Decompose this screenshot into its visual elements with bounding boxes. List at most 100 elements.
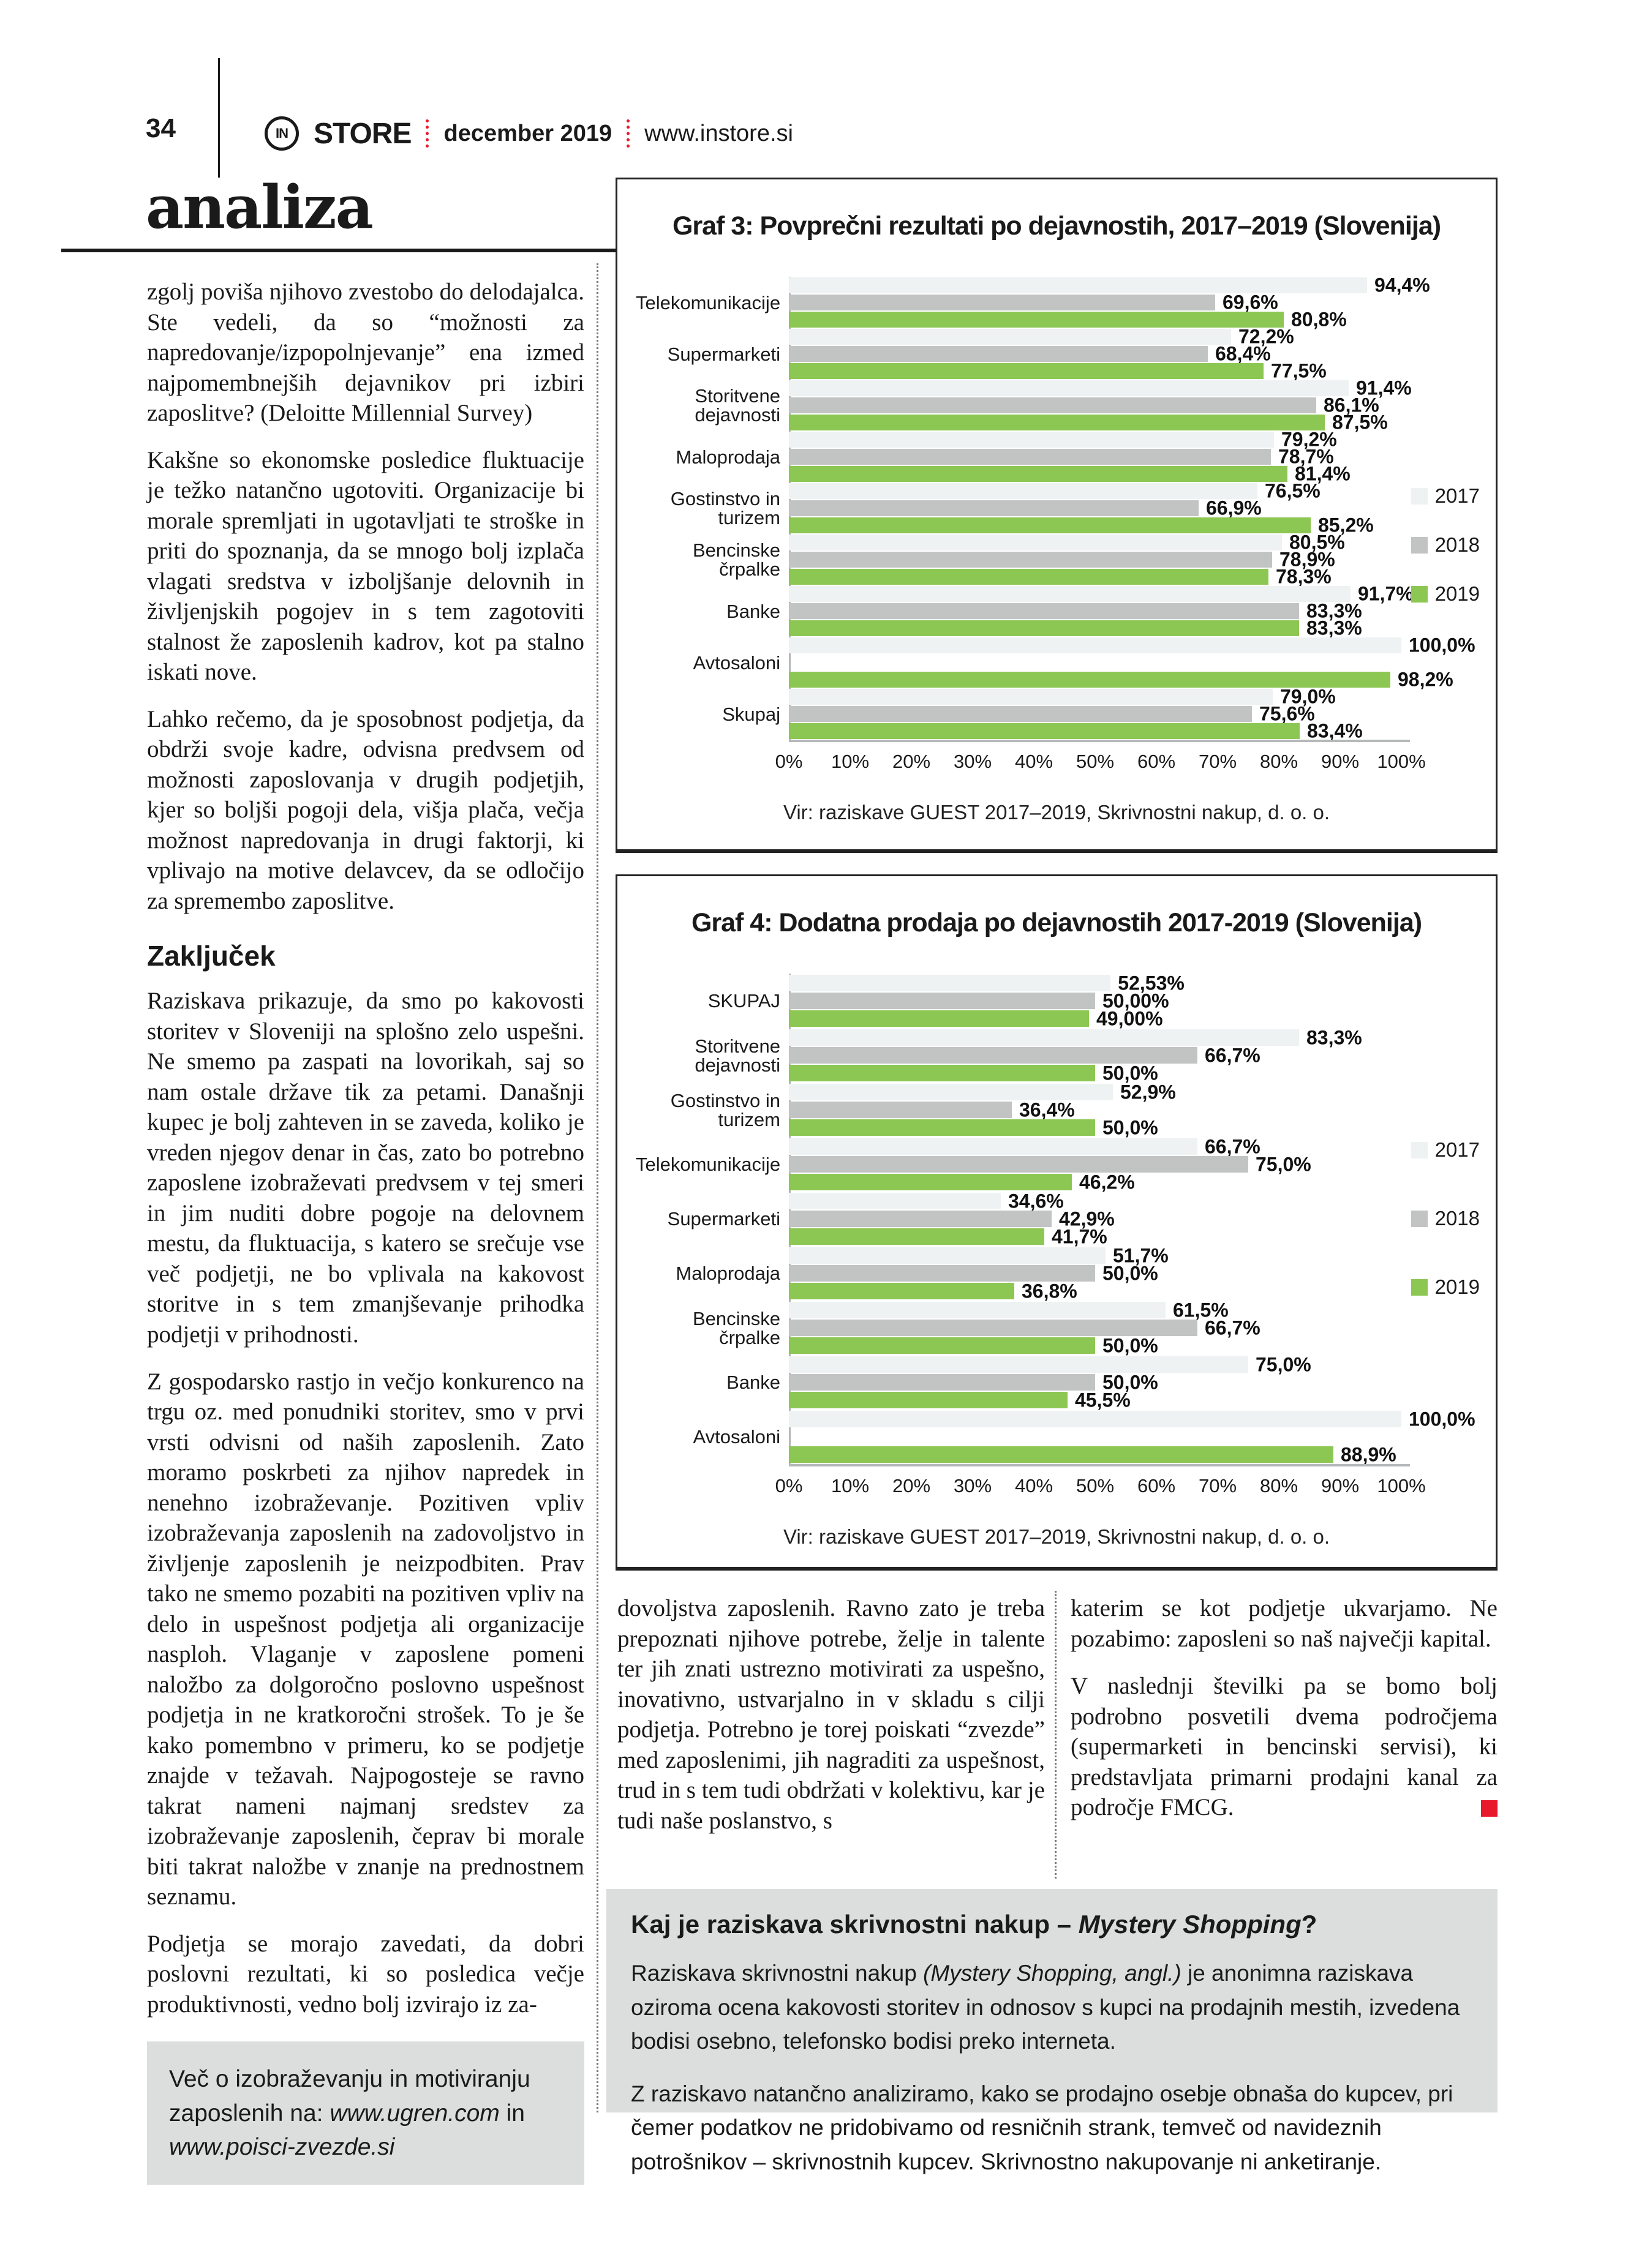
bar-2019: 83,4% — [789, 720, 1363, 742]
chart-row: SKUPAJ 52,53% 50,00% 49,00% — [636, 972, 1477, 1029]
value-label: 94,4% — [1374, 274, 1430, 296]
value-label: 83,3% — [1306, 617, 1362, 639]
value-label: 42,9% — [1059, 1207, 1115, 1230]
chart-row: Bencinske črpalke 61,5% 66,7% 50,0% — [636, 1299, 1477, 1356]
category-label: Maloprodaja — [676, 446, 780, 468]
bar-2018: 83,3% — [789, 600, 1362, 622]
value-label: 75,0% — [1256, 1353, 1311, 1375]
text-run: in — [499, 2100, 525, 2127]
bar-2017: 34,6% — [789, 1190, 1064, 1212]
bar-2017: 91,4% — [789, 377, 1412, 399]
bar-group: 91,7% 83,3% 83,3% — [789, 583, 1414, 639]
chart-plot-area: Telekomunikacije 94,4% 69,6% 80,8% Supermark… — [636, 274, 1477, 742]
category-label: Storitvene dejavnosti — [695, 1035, 780, 1076]
legend-label: 2019 — [1434, 582, 1480, 605]
text-run: www.ugren.com — [330, 2100, 500, 2127]
chart-legend: 2017 2018 2019 — [1411, 484, 1480, 606]
chart-row: Storitvene dejavnosti 91,4% 86,1% 87,5% — [636, 377, 1477, 434]
bar-2019: 46,2% — [789, 1171, 1135, 1193]
value-label: 81,4% — [1295, 462, 1351, 485]
chart-row: Gostinstvo in turizem 52,9% 36,4% 50,0% — [636, 1081, 1477, 1138]
x-tick-label: 80% — [1259, 1475, 1298, 1496]
x-tick-label: 40% — [1014, 1475, 1053, 1496]
bar-2017: 80,5% — [789, 531, 1345, 554]
paragraph: Kakšne so ekonomske posledice fluktuacij… — [147, 446, 584, 686]
x-tick-label: 90% — [1321, 1475, 1360, 1496]
legend-label: 2019 — [1434, 1275, 1480, 1298]
bar-group: 80,5% 78,9% 78,3% — [789, 531, 1401, 588]
text-run: Kaj je raziskava skrivnostni nakup – — [631, 1910, 1079, 1939]
value-label: 86,1% — [1324, 394, 1379, 416]
text-run: Več o izobraževanju in motiviranju zapos… — [169, 2066, 530, 2127]
bar-2018: 66,9% — [789, 497, 1262, 519]
x-tick-label: 60% — [1137, 1475, 1176, 1496]
mystery-box-title: Kaj je raziskava skrivnostni nakup – Mys… — [631, 1910, 1473, 1939]
value-label: 66,7% — [1205, 1044, 1260, 1066]
value-label: 68,4% — [1215, 342, 1271, 365]
text-run: je anonimna raziskava oziroma ocena kako… — [631, 1961, 1460, 2054]
instore-logo-icon: IN — [265, 116, 299, 151]
category-label: Bencinske črpalke — [692, 1307, 780, 1348]
x-tick-label: 100% — [1377, 1475, 1426, 1496]
bar-2018: 78,7% — [789, 446, 1334, 468]
x-tick-label: 10% — [831, 751, 870, 772]
category-label: Supermarketi — [667, 343, 780, 365]
bar-2018: 69,6% — [789, 291, 1278, 314]
category-label: Maloprodaja — [676, 1263, 780, 1284]
legend-label: 2018 — [1434, 1207, 1480, 1230]
value-label: 36,4% — [1019, 1098, 1075, 1121]
brand-logo: STORE — [314, 117, 412, 150]
bar-2019: 49,00% — [789, 1007, 1163, 1029]
value-label: 78,7% — [1278, 445, 1334, 468]
bar-2019: 45,5% — [789, 1389, 1131, 1411]
category-label: Skupaj — [722, 703, 780, 725]
text-run: ? — [1301, 1910, 1317, 1939]
category-label: Storitvene dejavnosti — [695, 385, 780, 426]
value-label: 72,2% — [1238, 325, 1294, 348]
bar-2018: 50,00% — [789, 989, 1169, 1012]
value-label: 78,9% — [1279, 548, 1335, 571]
bar-2017: 94,4% — [789, 274, 1430, 296]
category-label: Telekomunikacije — [636, 291, 781, 314]
value-label: 98,2% — [1398, 668, 1453, 691]
bar-group: 94,4% 69,6% 80,8% — [789, 274, 1430, 331]
legend-item-2017: 2017 — [1411, 1138, 1480, 1162]
bar-2017: 100,0% — [789, 634, 1475, 656]
page-number: 34 — [146, 113, 176, 143]
bar-2019: 50,0% — [789, 1116, 1158, 1138]
bar-2018 — [789, 655, 1401, 670]
category-label: Supermarketi — [667, 1208, 780, 1230]
value-label: 75,0% — [1256, 1153, 1311, 1175]
chart-row: Supermarketi 34,6% 42,9% 41,7% — [636, 1190, 1477, 1247]
bar-2018: 68,4% — [789, 343, 1271, 365]
chart-graf3: Graf 3: Povprečni rezultati po dejavnost… — [616, 178, 1498, 853]
legend-item-2018: 2018 — [1411, 1207, 1480, 1230]
x-tick-label: 30% — [953, 751, 992, 772]
paragraph: zgolj poviša njihovo zvestobo do delodaj… — [147, 279, 584, 427]
value-label: 100,0% — [1409, 634, 1475, 656]
bar-2017: 61,5% — [789, 1299, 1229, 1321]
paragraph: katerim se kot podjetje ukvarjamo. Ne po… — [1071, 1595, 1498, 1652]
x-tick-label: 100% — [1377, 751, 1426, 772]
bar-2017: 72,2% — [789, 326, 1294, 348]
bar-group: 75,0% 50,0% 45,5% — [789, 1353, 1401, 1411]
chart-title: Graf 3: Povprečni rezultati po dejavnost… — [672, 211, 1441, 241]
paragraph: Raziskava prikazuje, da smo po kakovosti… — [147, 988, 584, 1348]
bar-2019: 77,5% — [789, 360, 1327, 382]
bar-group: 100,0% 98,2% — [789, 634, 1475, 691]
legend-swatch-icon — [1411, 487, 1428, 505]
bar-2018 — [789, 1429, 1401, 1445]
value-label: 83,3% — [1306, 599, 1362, 622]
x-tick-label: 20% — [892, 1475, 931, 1496]
x-tick-label: 40% — [1014, 751, 1053, 772]
bar-group: 79,0% 75,6% 83,4% — [789, 685, 1401, 742]
value-label: 79,0% — [1280, 685, 1336, 708]
legend-label: 2017 — [1434, 484, 1480, 507]
legend-item-2018: 2018 — [1411, 533, 1480, 557]
value-label: 52,53% — [1118, 972, 1185, 994]
bar-2017: 75,0% — [789, 1353, 1311, 1375]
bar-2017: 100,0% — [789, 1408, 1475, 1430]
text-run: Mystery Shopping — [1078, 1910, 1302, 1939]
value-label: 66,7% — [1205, 1135, 1260, 1157]
mystery-shopping-box: Kaj je raziskava skrivnostni nakup – Mys… — [606, 1889, 1498, 2174]
